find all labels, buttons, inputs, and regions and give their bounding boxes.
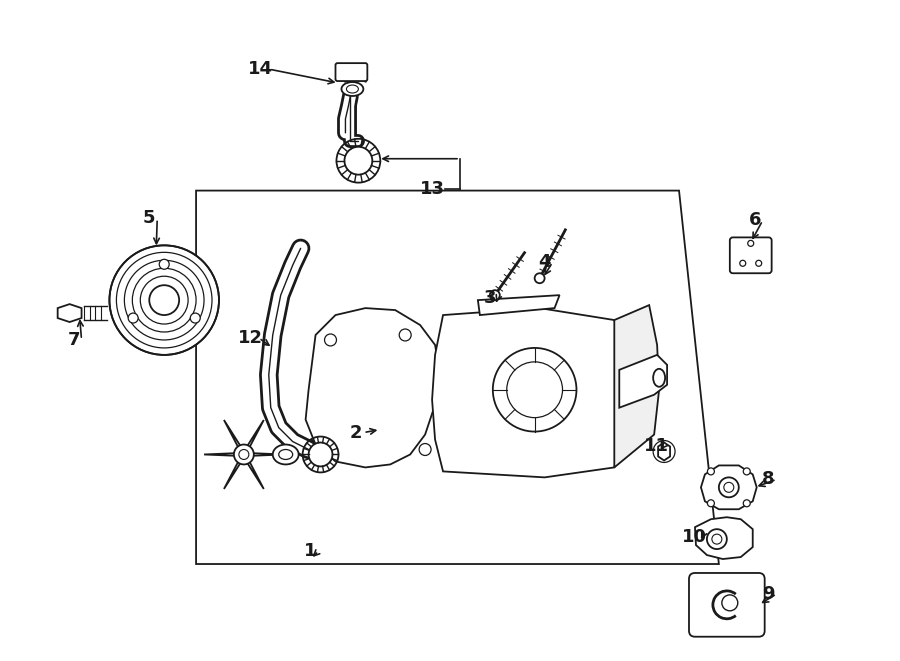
FancyBboxPatch shape — [689, 573, 765, 637]
Text: 4: 4 — [538, 253, 551, 271]
Circle shape — [535, 273, 544, 283]
Polygon shape — [701, 465, 757, 509]
Circle shape — [706, 529, 727, 549]
Text: 7: 7 — [68, 331, 80, 349]
FancyBboxPatch shape — [336, 63, 367, 81]
Circle shape — [149, 285, 179, 315]
Ellipse shape — [341, 82, 364, 96]
Polygon shape — [204, 453, 239, 456]
Polygon shape — [248, 453, 284, 456]
Circle shape — [128, 313, 138, 323]
FancyBboxPatch shape — [730, 237, 771, 273]
Text: 3: 3 — [483, 289, 496, 307]
Circle shape — [743, 500, 751, 507]
Circle shape — [400, 329, 411, 341]
Circle shape — [493, 348, 577, 432]
Text: 14: 14 — [248, 60, 274, 78]
Polygon shape — [432, 308, 627, 477]
Polygon shape — [478, 295, 560, 315]
Circle shape — [309, 442, 332, 467]
Text: 5: 5 — [143, 210, 156, 227]
Circle shape — [238, 449, 248, 459]
Polygon shape — [695, 517, 752, 559]
Ellipse shape — [653, 369, 665, 387]
Text: 10: 10 — [681, 528, 706, 546]
Circle shape — [419, 444, 431, 455]
Polygon shape — [58, 304, 82, 322]
Ellipse shape — [273, 444, 299, 465]
Circle shape — [190, 313, 200, 323]
Circle shape — [743, 468, 751, 475]
Text: 9: 9 — [762, 585, 775, 603]
Polygon shape — [619, 355, 667, 408]
Polygon shape — [245, 458, 264, 489]
Circle shape — [756, 260, 761, 266]
Text: 8: 8 — [762, 471, 775, 488]
Circle shape — [490, 290, 500, 300]
Circle shape — [707, 468, 715, 475]
Circle shape — [707, 500, 715, 507]
Text: 2: 2 — [349, 424, 362, 442]
Circle shape — [719, 477, 739, 497]
Circle shape — [345, 147, 373, 175]
Polygon shape — [245, 420, 264, 451]
Polygon shape — [658, 442, 670, 461]
Polygon shape — [224, 458, 243, 489]
Polygon shape — [224, 420, 243, 451]
Circle shape — [159, 259, 169, 269]
Text: 12: 12 — [238, 329, 264, 347]
Text: 13: 13 — [419, 180, 445, 198]
Circle shape — [315, 449, 327, 461]
Text: 11: 11 — [644, 436, 669, 455]
Circle shape — [748, 241, 753, 247]
Circle shape — [740, 260, 746, 266]
Text: 1: 1 — [304, 542, 317, 560]
Circle shape — [234, 444, 254, 465]
Circle shape — [110, 245, 219, 355]
Polygon shape — [306, 308, 440, 467]
Text: 6: 6 — [749, 212, 761, 229]
Circle shape — [325, 334, 337, 346]
Polygon shape — [615, 305, 659, 467]
